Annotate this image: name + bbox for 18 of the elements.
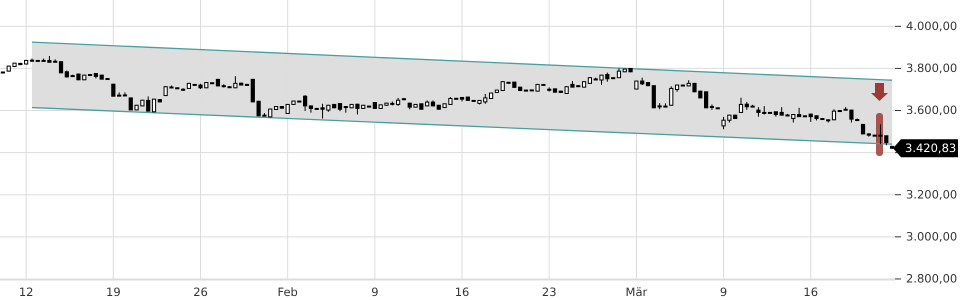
y-tick-label: 4.000,00 bbox=[906, 18, 958, 33]
x-tick-label: 9 bbox=[371, 285, 379, 300]
x-tick-label: 23 bbox=[542, 285, 557, 300]
x-tick-label: 19 bbox=[106, 285, 121, 300]
y-tick-label: 3.000,00 bbox=[906, 230, 958, 244]
y-tick-label: 2.800,00 bbox=[906, 272, 958, 286]
candlestick bbox=[721, 116, 726, 130]
x-tick-label: 16 bbox=[803, 285, 818, 300]
x-tick-label: Feb bbox=[277, 285, 298, 300]
y-tick-label: 3.600,00 bbox=[906, 103, 958, 118]
x-tick-label: 12 bbox=[18, 285, 34, 300]
x-tick-label: Mär bbox=[626, 285, 648, 300]
y-tick-label: 3.200,00 bbox=[906, 187, 958, 202]
y-tick-label: 3.800,00 bbox=[906, 61, 958, 76]
x-tick-label: 9 bbox=[720, 285, 728, 300]
x-tick-label: 16 bbox=[454, 285, 470, 300]
x-tick-label: 26 bbox=[193, 285, 208, 300]
text: 3.420,83 bbox=[905, 141, 956, 156]
